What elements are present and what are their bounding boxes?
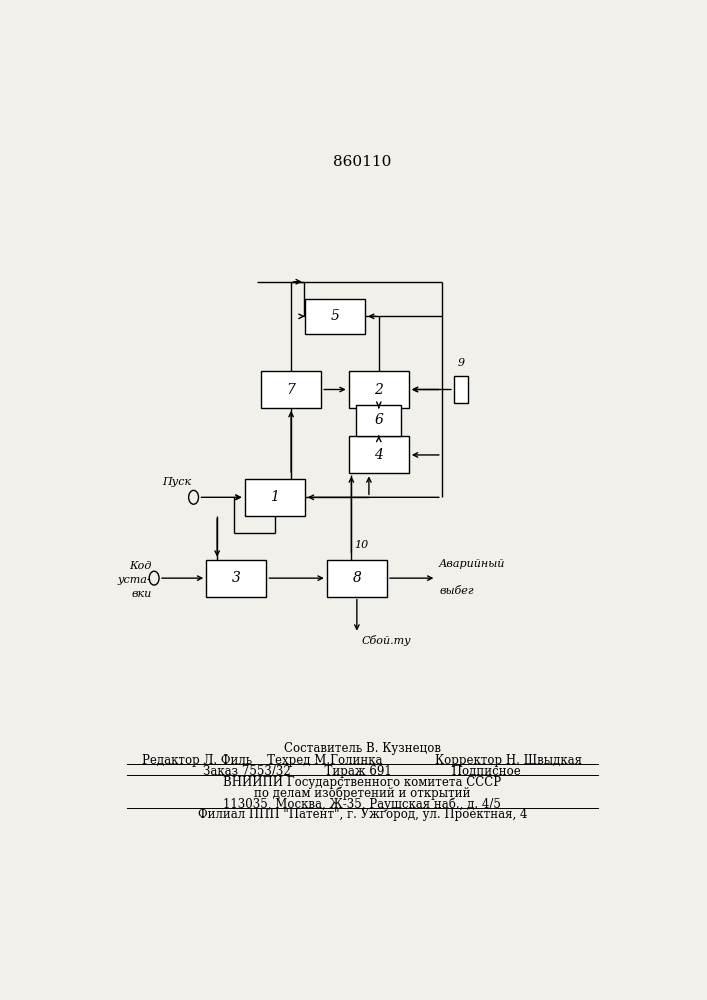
Bar [356, 405, 402, 436]
Text: вки: вки [131, 589, 151, 599]
Bar [349, 436, 409, 473]
Text: 9: 9 [457, 358, 464, 368]
Text: Сбой.ту: Сбой.ту [361, 635, 411, 646]
Text: Заказ 7553/32         Тираж 691                Подписное: Заказ 7553/32 Тираж 691 Подписное [204, 765, 521, 778]
Text: Пуск: Пуск [162, 477, 191, 487]
Text: ВНИИПИ Государственного комитета СССР: ВНИИПИ Государственного комитета СССР [223, 776, 501, 789]
Bar [305, 299, 365, 334]
Bar [245, 479, 305, 516]
Text: 113035, Москва, Ж-35, Раушская наб., д. 4/5: 113035, Москва, Ж-35, Раушская наб., д. … [223, 798, 501, 811]
Text: уста-: уста- [118, 575, 151, 585]
Text: Код: Код [129, 561, 151, 571]
Text: Составитель В. Кузнецов: Составитель В. Кузнецов [284, 742, 441, 755]
Text: 1: 1 [270, 490, 279, 504]
Text: 2: 2 [374, 382, 383, 396]
Bar [261, 371, 321, 408]
Text: 6: 6 [374, 413, 383, 427]
Text: по делам изобретений и открытий: по делам изобретений и открытий [254, 787, 471, 800]
Text: 5: 5 [330, 309, 339, 323]
Bar [349, 371, 409, 408]
Bar [206, 560, 267, 597]
Text: Филиал ППП "Патент", г. Ужгород, ул. Проектная, 4: Филиал ППП "Патент", г. Ужгород, ул. Про… [197, 808, 527, 821]
Text: 860110: 860110 [333, 155, 392, 169]
Text: выбег: выбег [439, 586, 474, 596]
Text: 3: 3 [232, 571, 241, 585]
Text: 8: 8 [352, 571, 361, 585]
Bar [327, 560, 387, 597]
Text: 4: 4 [374, 448, 383, 462]
Text: Редактор Л. Филь    Техред М.Голинка              Корректор Н. Швыдкая: Редактор Л. Филь Техред М.Голинка Коррек… [142, 754, 583, 767]
Bar [454, 376, 468, 403]
Text: 10: 10 [355, 540, 369, 550]
Text: Аварийный: Аварийный [439, 559, 506, 569]
Text: 7: 7 [286, 382, 296, 396]
